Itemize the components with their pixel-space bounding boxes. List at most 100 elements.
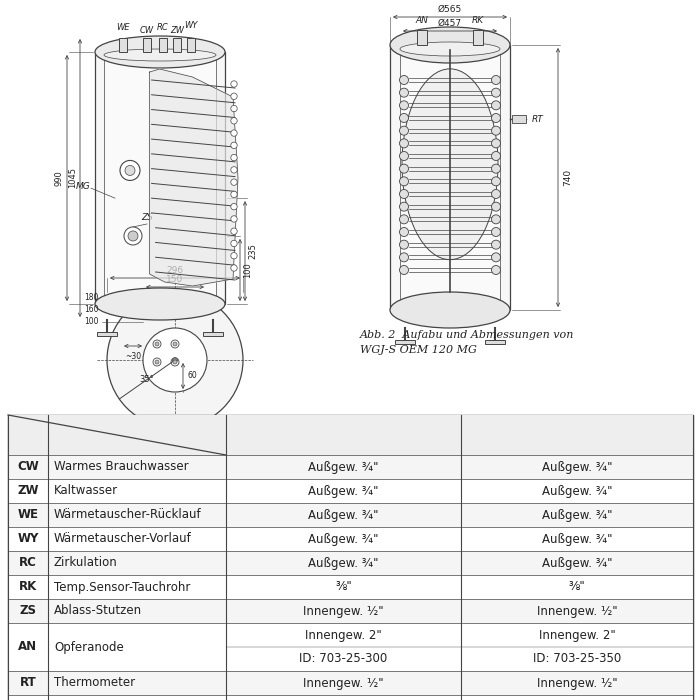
Bar xyxy=(8,527,693,551)
Bar xyxy=(187,38,195,52)
Circle shape xyxy=(172,358,178,363)
Circle shape xyxy=(400,101,409,110)
Text: AN: AN xyxy=(18,640,38,654)
Text: Warmes Brauchwasser: Warmes Brauchwasser xyxy=(54,461,188,473)
Circle shape xyxy=(231,191,237,197)
Circle shape xyxy=(491,126,500,135)
Text: 160: 160 xyxy=(85,305,99,314)
Circle shape xyxy=(128,231,138,241)
Text: ZS: ZS xyxy=(20,605,36,617)
Circle shape xyxy=(400,126,409,135)
Circle shape xyxy=(491,177,500,186)
Bar xyxy=(8,415,693,700)
Circle shape xyxy=(231,93,237,99)
Circle shape xyxy=(231,80,237,88)
Text: 100: 100 xyxy=(85,318,99,326)
Circle shape xyxy=(491,164,500,173)
Circle shape xyxy=(153,358,161,366)
Text: Wärmetauscher-Rücklauf: Wärmetauscher-Rücklauf xyxy=(54,508,202,522)
Ellipse shape xyxy=(95,36,225,68)
Text: Außgew. ¾": Außgew. ¾" xyxy=(542,533,612,545)
Text: Innengew. ½": Innengew. ½" xyxy=(303,676,384,690)
Circle shape xyxy=(231,179,237,186)
Text: 60: 60 xyxy=(187,372,197,381)
Circle shape xyxy=(231,155,237,161)
Text: Ø457: Ø457 xyxy=(438,19,462,28)
Bar xyxy=(97,332,117,336)
Circle shape xyxy=(491,139,500,148)
Bar xyxy=(8,503,693,527)
Text: WE: WE xyxy=(18,508,38,522)
Text: Abb. 2  Aufabu und Abmessungen von: Abb. 2 Aufabu und Abmessungen von xyxy=(360,330,575,340)
Text: ⅜": ⅜" xyxy=(568,580,585,594)
Text: RK: RK xyxy=(19,580,37,594)
Text: WGJ-S OEM 120 MG: WGJ-S OEM 120 MG xyxy=(360,345,477,355)
Circle shape xyxy=(491,253,500,262)
Bar xyxy=(95,52,225,304)
Circle shape xyxy=(143,328,207,392)
Text: 235: 235 xyxy=(248,243,257,259)
Circle shape xyxy=(491,88,500,97)
Circle shape xyxy=(491,215,500,224)
Text: 296: 296 xyxy=(167,266,183,275)
Circle shape xyxy=(171,340,179,348)
Text: ID: 703-25-350: ID: 703-25-350 xyxy=(533,652,621,666)
Bar xyxy=(119,38,127,52)
Text: AN: AN xyxy=(416,16,428,25)
Ellipse shape xyxy=(104,49,216,61)
Circle shape xyxy=(125,165,135,176)
Circle shape xyxy=(400,164,409,173)
Circle shape xyxy=(400,240,409,249)
Text: Innengew. ½": Innengew. ½" xyxy=(537,605,617,617)
Text: Ø565: Ø565 xyxy=(438,5,462,14)
Circle shape xyxy=(124,227,142,245)
Bar xyxy=(159,38,167,52)
Text: CW: CW xyxy=(140,26,154,35)
Text: 150: 150 xyxy=(167,275,183,284)
Circle shape xyxy=(231,204,237,210)
Ellipse shape xyxy=(400,42,500,56)
Ellipse shape xyxy=(390,292,510,328)
Bar xyxy=(104,55,216,304)
Text: WY: WY xyxy=(184,21,197,30)
Text: WE: WE xyxy=(116,23,130,32)
Text: ZW: ZW xyxy=(170,26,184,35)
Text: Innengew. ½": Innengew. ½" xyxy=(537,676,617,690)
Text: RC: RC xyxy=(19,556,37,570)
Circle shape xyxy=(400,228,409,237)
Circle shape xyxy=(400,88,409,97)
Text: Außgew. ¾": Außgew. ¾" xyxy=(542,556,612,570)
Text: WGJ-S OEM: WGJ-S OEM xyxy=(304,421,383,435)
Bar xyxy=(417,30,427,45)
Bar xyxy=(173,38,181,52)
Text: ⅜": ⅜" xyxy=(335,580,352,594)
Bar xyxy=(8,623,693,671)
Text: Außgew. ¾": Außgew. ¾" xyxy=(542,461,612,473)
Text: Innengew. 2": Innengew. 2" xyxy=(305,629,382,641)
Circle shape xyxy=(231,142,237,148)
Circle shape xyxy=(491,228,500,237)
Circle shape xyxy=(400,265,409,274)
Circle shape xyxy=(231,167,237,173)
Bar xyxy=(203,332,223,336)
Text: ZW: ZW xyxy=(18,484,38,498)
Circle shape xyxy=(400,151,409,160)
Circle shape xyxy=(231,118,237,124)
Circle shape xyxy=(231,130,237,136)
Text: 100 MG: 100 MG xyxy=(317,437,370,449)
Circle shape xyxy=(231,253,237,259)
Ellipse shape xyxy=(390,27,510,63)
Circle shape xyxy=(491,151,500,160)
Circle shape xyxy=(231,240,237,246)
Circle shape xyxy=(231,216,237,222)
Text: CW: CW xyxy=(17,461,39,473)
Circle shape xyxy=(231,265,237,271)
Text: Außgew. ¾": Außgew. ¾" xyxy=(308,508,379,522)
Bar xyxy=(8,455,693,479)
Bar xyxy=(512,116,526,123)
Bar xyxy=(395,340,415,344)
Circle shape xyxy=(400,202,409,211)
Text: Wärmetauscher-Vorlauf: Wärmetauscher-Vorlauf xyxy=(54,533,192,545)
Bar xyxy=(143,38,151,52)
Bar xyxy=(8,575,693,599)
